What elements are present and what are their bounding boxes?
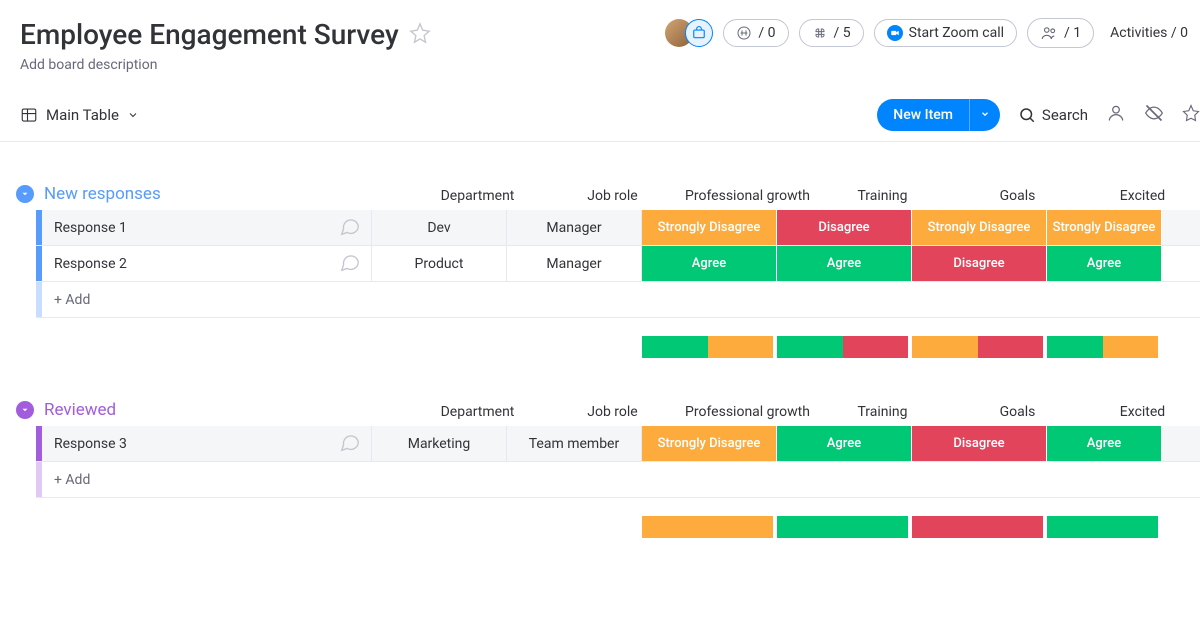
status-cell[interactable]: Strongly Disagree <box>642 426 777 461</box>
status-cell[interactable]: Disagree <box>912 246 1047 281</box>
members-button[interactable]: / 1 <box>1027 18 1094 48</box>
star-icon[interactable] <box>409 22 431 48</box>
table-row[interactable]: Response 3 Marketing Team member Strongl… <box>36 426 1200 462</box>
status-cell[interactable]: Disagree <box>777 210 912 245</box>
item-name: Response 2 <box>54 256 127 272</box>
item-name-cell[interactable]: Response 2 <box>42 246 372 281</box>
column-header[interactable]: Excited <box>1085 188 1200 204</box>
status-cell[interactable]: Disagree <box>912 426 1047 461</box>
column-header[interactable]: Goals <box>950 404 1085 420</box>
department-cell[interactable]: Product <box>372 246 507 281</box>
table-row[interactable]: Response 2 Product Manager AgreeAgreeDis… <box>36 246 1200 282</box>
tab-main-table[interactable]: Main Table <box>20 106 139 124</box>
column-header[interactable]: Job role <box>545 188 680 204</box>
zoom-call-button[interactable]: Start Zoom call <box>874 19 1017 47</box>
column-header[interactable]: Professional growth <box>680 404 815 420</box>
summary-cell <box>1047 336 1162 358</box>
board-description[interactable]: Add board description <box>20 57 431 73</box>
integrations-button[interactable]: / 5 <box>799 19 864 47</box>
status-cell[interactable]: Agree <box>642 246 777 281</box>
column-header[interactable]: Professional growth <box>680 188 815 204</box>
chevron-down-icon <box>127 109 139 121</box>
chat-icon[interactable] <box>339 251 361 277</box>
zoom-label: Start Zoom call <box>909 25 1004 41</box>
department-cell[interactable]: Marketing <box>372 426 507 461</box>
item-name: Response 1 <box>54 220 127 236</box>
pin-icon[interactable] <box>1182 104 1200 126</box>
new-item-caret[interactable] <box>969 99 1000 131</box>
summary-cell <box>777 516 912 538</box>
column-header[interactable]: Training <box>815 404 950 420</box>
chat-icon[interactable] <box>339 431 361 457</box>
item-name-cell[interactable]: Response 1 <box>42 210 372 245</box>
hide-icon[interactable] <box>1144 103 1164 127</box>
column-header[interactable]: Job role <box>545 404 680 420</box>
status-cell[interactable]: Agree <box>1047 246 1162 281</box>
status-cell[interactable]: Strongly Disagree <box>1047 210 1162 245</box>
summary-cell <box>642 516 777 538</box>
automations-count: / 0 <box>758 25 775 41</box>
board-members[interactable] <box>665 19 713 47</box>
chat-icon[interactable] <box>339 215 361 241</box>
column-header[interactable]: Excited <box>1085 404 1200 420</box>
add-item-row[interactable]: + Add <box>36 282 1200 318</box>
group-collapse-toggle[interactable] <box>16 185 34 203</box>
group-summary <box>36 516 1200 538</box>
column-header[interactable]: Goals <box>950 188 1085 204</box>
item-name-cell[interactable]: Response 3 <box>42 426 372 461</box>
summary-cell <box>1047 516 1162 538</box>
person-filter-icon[interactable] <box>1106 103 1126 127</box>
tab-label: Main Table <box>46 106 119 124</box>
group-collapse-toggle[interactable] <box>16 401 34 419</box>
status-cell[interactable]: Strongly Disagree <box>642 210 777 245</box>
avatar-badge-icon <box>685 19 713 47</box>
members-count: / 1 <box>1064 25 1081 41</box>
job-role-cell[interactable]: Manager <box>507 246 642 281</box>
summary-cell <box>777 336 912 358</box>
new-item-button[interactable]: New Item <box>877 99 1000 131</box>
board-title[interactable]: Employee Engagement Survey <box>20 18 399 51</box>
status-cell[interactable]: Agree <box>777 246 912 281</box>
item-name: Response 3 <box>54 436 127 452</box>
column-header[interactable]: Department <box>410 188 545 204</box>
summary-cell <box>912 516 1047 538</box>
department-cell[interactable]: Dev <box>372 210 507 245</box>
group-summary <box>36 336 1200 358</box>
group-name[interactable]: New responses <box>44 184 161 204</box>
table-row[interactable]: Response 1 Dev Manager Strongly Disagree… <box>36 210 1200 246</box>
column-header[interactable]: Department <box>410 404 545 420</box>
job-role-cell[interactable]: Manager <box>507 210 642 245</box>
group-name[interactable]: Reviewed <box>44 400 116 420</box>
add-item-label: + Add <box>42 462 372 497</box>
automations-button[interactable]: / 0 <box>723 19 788 47</box>
activities-label: Activities / 0 <box>1110 25 1188 41</box>
summary-cell <box>912 336 1047 358</box>
integrations-count: / 5 <box>834 25 851 41</box>
status-cell[interactable]: Agree <box>777 426 912 461</box>
zoom-icon <box>887 25 903 41</box>
column-header[interactable]: Training <box>815 188 950 204</box>
status-cell[interactable]: Strongly Disagree <box>912 210 1047 245</box>
activities-button[interactable]: Activities / 0 <box>1104 20 1200 46</box>
search-label: Search <box>1042 106 1088 124</box>
summary-cell <box>642 336 777 358</box>
add-item-row[interactable]: + Add <box>36 462 1200 498</box>
status-cell[interactable]: Agree <box>1047 426 1162 461</box>
search-button[interactable]: Search <box>1018 106 1088 124</box>
add-item-label: + Add <box>42 282 372 317</box>
job-role-cell[interactable]: Team member <box>507 426 642 461</box>
